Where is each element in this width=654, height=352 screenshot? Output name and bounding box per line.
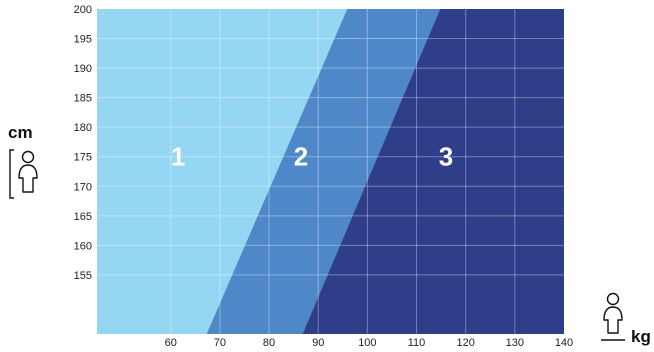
y-tick-185: 185 <box>74 93 92 105</box>
y-unit-label: cm <box>8 123 33 142</box>
grid-layer <box>97 9 564 334</box>
x-unit-label: kg <box>631 327 651 346</box>
y-tick-190: 190 <box>74 63 92 75</box>
x-tick-90: 90 <box>312 337 324 349</box>
person-on-scale-icon <box>601 292 625 341</box>
y-tick-195: 195 <box>74 34 92 46</box>
zone-3 <box>302 9 564 334</box>
x-tick-labels: 60 70 80 90 100 110 120 130 140 <box>165 337 574 349</box>
x-tick-70: 70 <box>214 337 226 349</box>
x-tick-140: 140 <box>555 337 573 349</box>
y-tick-200: 200 <box>74 4 92 16</box>
x-tick-120: 120 <box>457 337 475 349</box>
zone-label-2: 2 <box>294 142 308 172</box>
x-tick-80: 80 <box>263 337 275 349</box>
person-bracket-icon <box>9 149 38 199</box>
y-tick-165: 165 <box>74 211 92 223</box>
zone-label-3: 3 <box>439 142 453 172</box>
zone-2 <box>206 9 441 334</box>
zone-1 <box>97 9 348 334</box>
zone-label-1: 1 <box>171 142 185 172</box>
y-tick-155: 155 <box>74 270 92 282</box>
x-tick-100: 100 <box>358 337 376 349</box>
x-tick-110: 110 <box>408 337 426 349</box>
y-tick-labels: 155 160 165 170 175 180 185 190 195 200 <box>74 4 92 282</box>
x-tick-130: 130 <box>506 337 524 349</box>
y-tick-180: 180 <box>74 122 92 134</box>
zone-labels-layer: 1 2 3 <box>171 142 453 172</box>
x-tick-60: 60 <box>165 337 177 349</box>
y-tick-170: 170 <box>74 181 92 193</box>
y-tick-175: 175 <box>74 152 92 164</box>
zones-layer <box>97 9 564 334</box>
y-tick-160: 160 <box>74 240 92 252</box>
